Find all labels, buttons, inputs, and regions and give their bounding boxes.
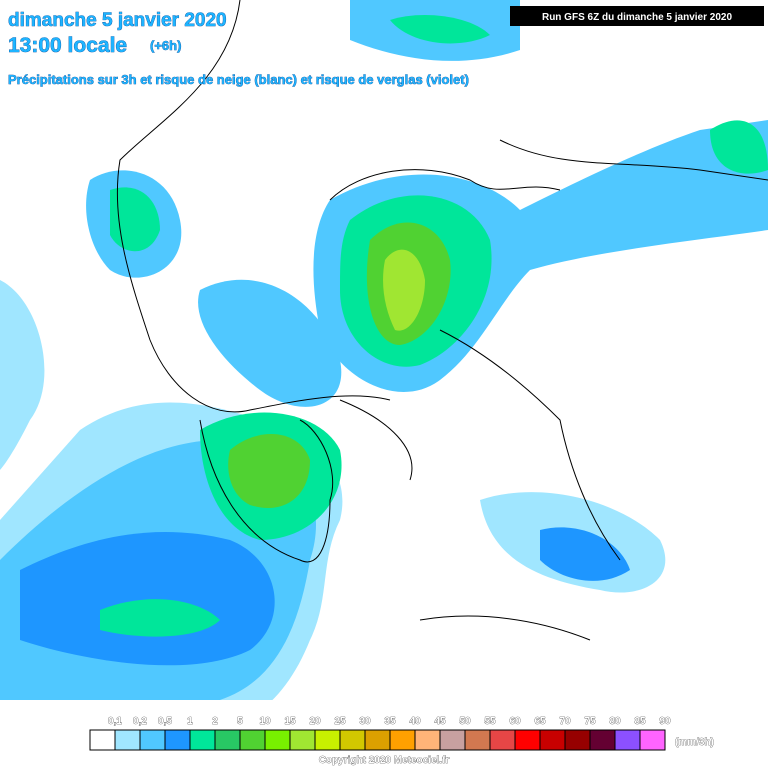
legend-unit: (mm/3h) xyxy=(675,737,714,748)
legend-swatch xyxy=(614,729,641,751)
legend-label: 50 xyxy=(459,716,471,727)
legend-label: 35 xyxy=(384,716,396,727)
legend-label: 45 xyxy=(434,716,446,727)
legend-label: 85 xyxy=(634,716,646,727)
legend-label: 0,5 xyxy=(158,716,172,727)
legend-swatch xyxy=(264,729,291,751)
legend-label: 65 xyxy=(534,716,546,727)
legend-swatch xyxy=(89,729,116,751)
legend-label: 2 xyxy=(212,716,218,727)
legend-label: 15 xyxy=(284,716,296,727)
coastlines xyxy=(116,0,768,641)
legend-label: 30 xyxy=(359,716,371,727)
legend-swatch xyxy=(639,729,666,751)
legend-swatch xyxy=(339,729,366,751)
legend-swatch xyxy=(589,729,616,751)
legend-label: 80 xyxy=(609,716,621,727)
legend: 0,1 0,2 0,5 1 2 5 10 15 20 25 30 35 40 45 50 55 60 65 70 75… xyxy=(89,716,714,751)
legend-swatch xyxy=(164,729,191,751)
legend-label: 0,1 xyxy=(108,716,122,727)
time: 13:00 locale xyxy=(8,34,127,57)
run-label: Run GFS 6Z du dimanche 5 janvier 2020 xyxy=(542,12,732,23)
legend-label: 75 xyxy=(584,716,596,727)
legend-label: 70 xyxy=(559,716,571,727)
legend-swatch xyxy=(489,729,516,751)
legend-swatch xyxy=(189,729,216,751)
legend-swatch xyxy=(439,729,466,751)
date: dimanche 5 janvier 2020 xyxy=(8,10,227,31)
legend-swatch xyxy=(414,729,441,751)
copyright: Copyright 2020 Meteociel.fr xyxy=(319,755,450,766)
legend-swatch xyxy=(514,729,541,751)
legend-swatch xyxy=(214,729,241,751)
legend-label: 20 xyxy=(309,716,321,727)
legend-label: 55 xyxy=(484,716,496,727)
legend-swatch xyxy=(364,729,391,751)
legend-label: 10 xyxy=(259,716,271,727)
legend-label: 0,2 xyxy=(133,716,147,727)
legend-swatch xyxy=(464,729,491,751)
legend-label: 60 xyxy=(509,716,521,727)
legend-label: 5 xyxy=(237,716,243,727)
legend-swatch xyxy=(239,729,266,751)
subtitle: Précipitations sur 3h et risque de neige… xyxy=(8,72,469,87)
legend-swatch xyxy=(314,729,341,751)
legend-swatch xyxy=(114,729,141,751)
legend-swatch xyxy=(389,729,416,751)
legend-swatch xyxy=(289,729,316,751)
legend-swatch xyxy=(564,729,591,751)
legend-swatch xyxy=(539,729,566,751)
precipitation-field xyxy=(0,0,768,730)
legend-swatch xyxy=(139,729,166,751)
offset: (+6h) xyxy=(150,38,181,53)
header: dimanche 5 janvier 2020 13:00 locale (+6… xyxy=(8,6,764,87)
legend-label: 1 xyxy=(187,716,193,727)
run-box xyxy=(510,6,764,26)
legend-label: 25 xyxy=(334,716,346,727)
legend-label: 40 xyxy=(409,716,421,727)
legend-label: 90 xyxy=(659,716,671,727)
